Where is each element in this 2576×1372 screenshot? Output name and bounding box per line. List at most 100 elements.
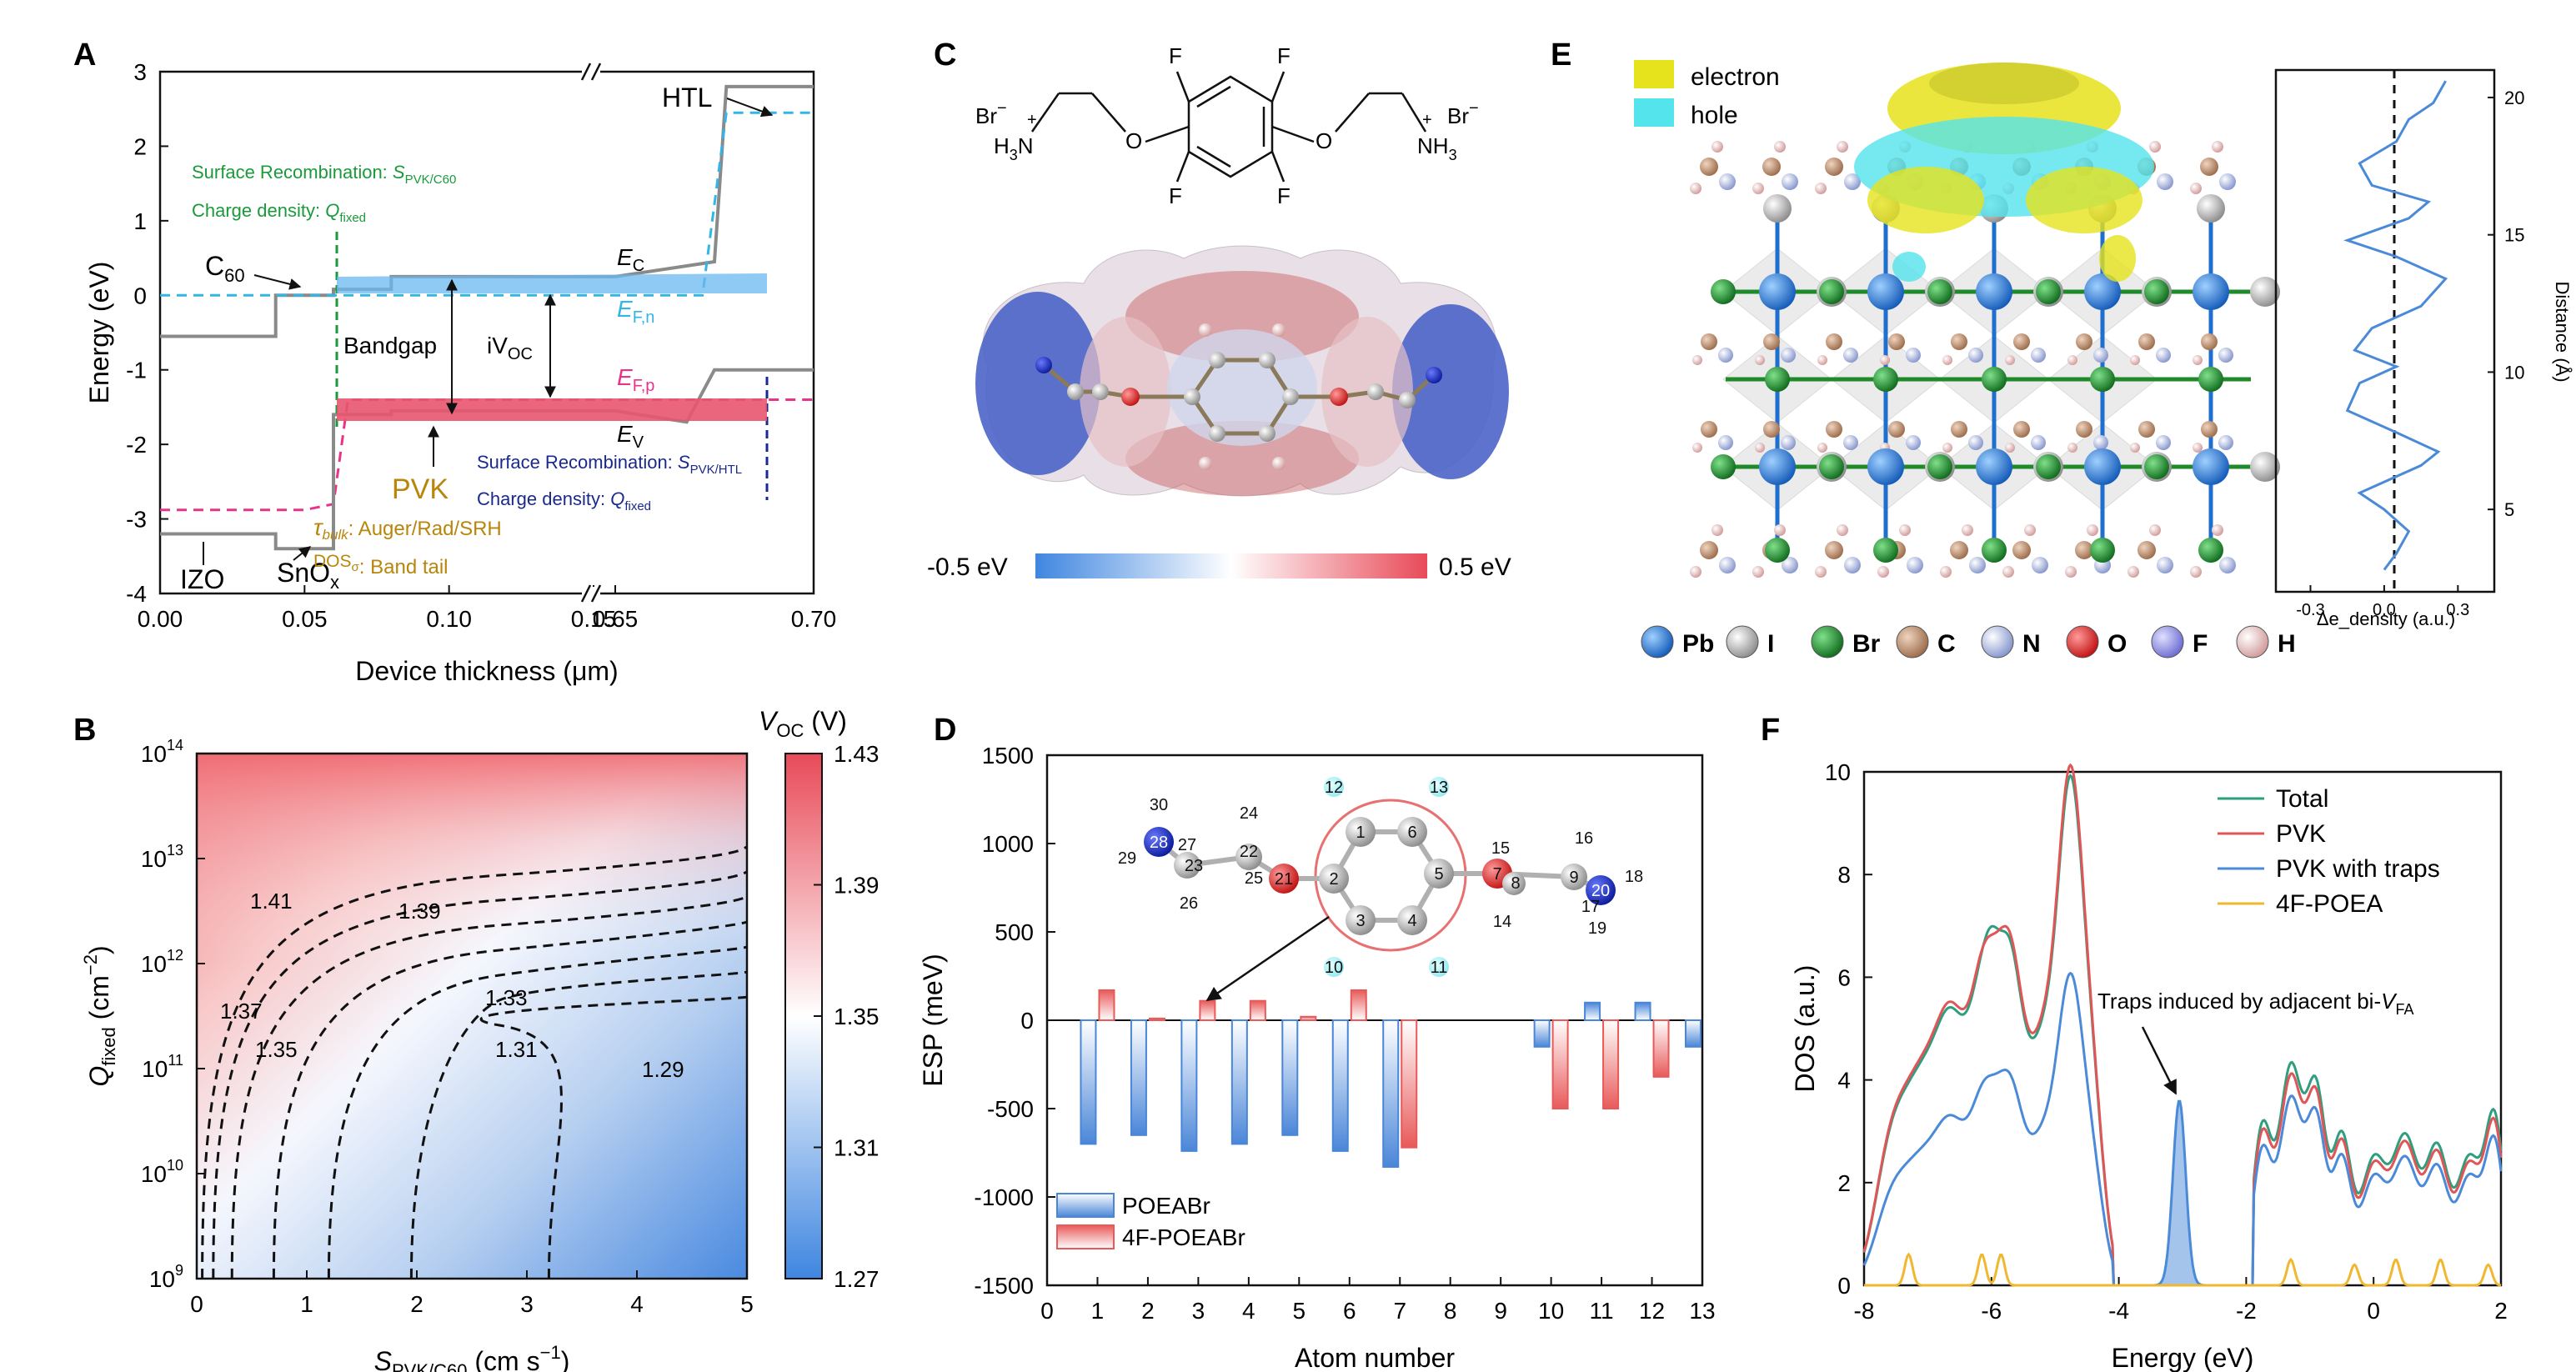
nitrogen-atom [2219, 173, 2236, 190]
legend-label: PVK [2276, 820, 2326, 848]
plus-sign-right: + [1422, 111, 1432, 129]
bromine-atom [2144, 279, 2169, 304]
legend-label-electron: electron [1691, 63, 1780, 91]
profile-frame [2274, 68, 2496, 593]
contour-line [272, 920, 748, 1279]
hydrogen-atom [1692, 443, 1702, 453]
x-tick-label: 9 [1494, 1298, 1507, 1324]
atom-number: 22 [1240, 843, 1258, 861]
snox-arrow [293, 546, 312, 561]
bromine-atom [1765, 367, 1790, 392]
carbon-atom [2012, 541, 2031, 559]
dos-label: DOSσ: Band tail [313, 552, 449, 578]
lead-atom [1867, 448, 1904, 485]
nitrogen-atom [1906, 348, 1921, 363]
hole-fill [337, 398, 767, 421]
hydrogen-atom [1837, 141, 1848, 153]
x-tick-label: 4 [630, 1291, 644, 1317]
atom-number: 2 [1329, 870, 1338, 889]
lead-atom [1867, 273, 1904, 310]
y-tick-label: 0 [1837, 1273, 1851, 1299]
carbon-atom [2201, 421, 2218, 438]
legend-label: 4F-POEA [2276, 890, 2383, 918]
y-tick-label: 4 [1837, 1068, 1851, 1094]
izo-label: IZO [180, 564, 224, 594]
nitrogen-atom [1719, 557, 1736, 573]
carbon-atom [1951, 333, 1967, 350]
carbon-atom [2138, 333, 2155, 350]
series-line-efn [160, 111, 814, 297]
snox-label: SnOx [277, 558, 339, 593]
nitrogen-atom [1718, 348, 1733, 363]
pvk-label: PVK [392, 473, 449, 505]
fluorine-label: F [1277, 183, 1291, 208]
hydrogen-atom [1774, 141, 1786, 153]
hydrogen-atom [1711, 141, 1723, 153]
hydrogen-atom [1877, 566, 1889, 578]
charge-density-bot-label: Charge density: Qfixed [477, 488, 651, 513]
colorbar-tick-label: 1.35 [834, 1004, 880, 1029]
atom-number: 7 [1492, 865, 1501, 884]
panel-letter-b: B [73, 713, 96, 748]
hydrogen-atom [2149, 524, 2161, 536]
legend-label-hole: hole [1691, 102, 1738, 129]
x-tick-label: -6 [1981, 1298, 2002, 1324]
element-label: O [2107, 630, 2127, 658]
bromine-atom [2198, 367, 2223, 392]
dos-line-4f-poea [1864, 1252, 2502, 1287]
bar-poeabr [1685, 1019, 1701, 1048]
carbon-atom [2201, 333, 2218, 350]
bar-poeabr [1180, 1019, 1198, 1152]
hydrogen-atom [1690, 183, 1701, 194]
contour-label: 1.37 [220, 999, 263, 1024]
hydrogen-atom [1692, 355, 1702, 365]
lead-atom [1759, 273, 1796, 310]
ammonium-left-label: H3N [994, 133, 1034, 163]
hydrogen-atom [2130, 443, 2140, 453]
contour-lines: 1.41 1.39 1.37 1.35 1.33 1.31 1.29 [201, 845, 748, 1279]
bar-4f-poeabr [1551, 1019, 1569, 1109]
x-tick-label: 0 [190, 1291, 203, 1317]
atom-number: 19 [1588, 919, 1606, 938]
hydrogen-atom [2002, 566, 2014, 578]
bromine-atom [1927, 279, 1952, 304]
hydrogen-atom [1899, 524, 1911, 536]
nitrogen-atom [1968, 435, 1983, 450]
nitrogen-atom [1844, 173, 1861, 190]
nitrogen-atom [2157, 557, 2173, 573]
x-tick-label: 2 [410, 1291, 423, 1317]
charge-density-isosurface [1854, 63, 2154, 282]
bar-4f-poeabr [1199, 999, 1216, 1022]
carbon-atom [1950, 541, 1968, 559]
element-legend: Pb I Br C N O F H [1641, 625, 2296, 658]
axis-ticks: 0.00 0.05 0.10 0.150.65 0.70 -4 -3 -2 -1 0 1 2 3 [126, 59, 836, 632]
carbon-atom [2137, 541, 2156, 559]
carbon-atom [1763, 421, 1780, 438]
element-label: I [1767, 630, 1774, 658]
hydrogen-atom [1837, 524, 1848, 536]
bromine-atom [1873, 367, 1898, 392]
c60-label: C60 [205, 251, 245, 286]
x-tick-label: 1 [300, 1291, 313, 1317]
hydrogen-atom [1940, 566, 1952, 578]
y-tick-label: -1500 [974, 1273, 1034, 1299]
element-label: N [2022, 630, 2041, 658]
htl-label: HTL [662, 83, 712, 113]
x-tick-label: 0.0 [2373, 601, 2396, 619]
atom-numbered-molecule: 30 28 27 23 29 22 24 26 25 21 1 6 2 5 3 … [1118, 777, 1643, 1002]
carbon-atom [2076, 333, 2092, 350]
x-tick-label: -2 [2236, 1298, 2257, 1324]
fluorine-label: F [1277, 43, 1291, 68]
lead-atom [2084, 448, 2121, 485]
element-swatch-c [1896, 625, 1929, 658]
hydrogen-atom [1711, 524, 1723, 536]
legend: POEABr 4F-POEABr [1056, 1193, 1245, 1250]
bar-4f-poeabr [1652, 1019, 1670, 1078]
legend-label: 4F-POEABr [1122, 1224, 1245, 1250]
y-axis-label: DOS (a.u.) [1790, 965, 1820, 1093]
profile-y-label: Distance (Å) [2552, 281, 2573, 382]
colorbar-tick-label: 1.43 [834, 741, 880, 767]
hydrogen-atom [2005, 443, 2015, 453]
y-tick-label: -1000 [974, 1184, 1034, 1210]
y-tick-label: 1014 [141, 737, 183, 767]
